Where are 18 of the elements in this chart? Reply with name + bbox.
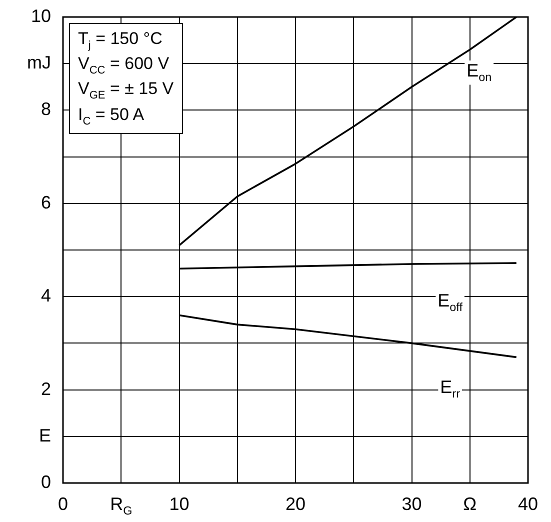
x-tick-label: 0 — [58, 494, 68, 514]
x-tick-label: 30 — [402, 494, 422, 514]
y-tick-label: 8 — [40, 99, 52, 120]
annotation: V$_{GE}$ = ± 15 V — [78, 78, 174, 104]
x-tick-label: 10 — [169, 494, 190, 514]
y-tick-label: E — [38, 425, 52, 446]
annotation: T$_{j}$ = 150 °C — [78, 28, 164, 54]
y-tick-label: 2 — [40, 378, 52, 399]
y-tick-label: 6 — [40, 192, 52, 212]
x-tick-label: Ω — [463, 494, 477, 514]
annotation: V$_{CC}$ = 600 V — [78, 53, 170, 78]
x-tick-label: 40 — [518, 494, 538, 514]
x-tick-label: 20 — [285, 494, 306, 514]
y-tick-label: 0 — [40, 472, 52, 492]
y-tick-label: 10 — [30, 6, 52, 26]
annotation: I$_{C}$ = 50 A — [78, 104, 146, 129]
y-tick-label: mJ — [27, 52, 52, 73]
y-tick-label: 4 — [40, 286, 52, 306]
